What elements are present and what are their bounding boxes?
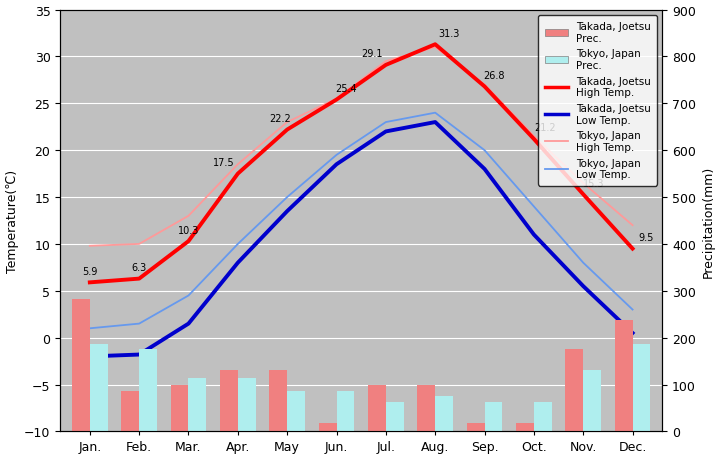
Bar [319, 423, 336, 431]
Text: 25.4: 25.4 [336, 84, 357, 94]
Text: 15.3: 15.3 [583, 179, 605, 188]
Bar [534, 402, 552, 431]
Text: 17.5: 17.5 [213, 158, 235, 168]
Text: 26.8: 26.8 [484, 71, 505, 81]
Bar [485, 402, 503, 431]
Text: 9.5: 9.5 [639, 233, 654, 243]
Text: 6.3: 6.3 [132, 263, 147, 273]
Bar [368, 385, 386, 431]
Bar [467, 423, 485, 431]
Bar [238, 379, 256, 431]
Bar [269, 371, 287, 431]
Bar [336, 391, 354, 431]
Bar [386, 402, 404, 431]
Bar [139, 350, 157, 431]
Text: 22.2: 22.2 [269, 114, 291, 124]
Bar [516, 423, 534, 431]
Y-axis label: Precipitation(mm): Precipitation(mm) [701, 165, 714, 277]
Bar [287, 391, 305, 431]
Text: 5.9: 5.9 [82, 266, 97, 276]
Bar [220, 371, 238, 431]
Bar [418, 385, 435, 431]
Bar [435, 397, 453, 431]
Bar [583, 371, 601, 431]
Bar [565, 350, 583, 431]
Bar [171, 385, 189, 431]
Bar [189, 379, 206, 431]
Bar [615, 320, 633, 431]
Text: 29.1: 29.1 [361, 49, 383, 59]
Bar [90, 344, 107, 431]
Text: 31.3: 31.3 [438, 29, 459, 39]
Bar [122, 391, 139, 431]
Text: 21.2: 21.2 [534, 123, 556, 133]
Legend: Takada, Joetsu
Prec., Tokyo, Japan
Prec., Takada, Joetsu
High Temp., Takada, Joe: Takada, Joetsu Prec., Tokyo, Japan Prec.… [539, 16, 657, 186]
Bar [72, 300, 90, 431]
Bar [633, 344, 650, 431]
Text: 10.3: 10.3 [178, 225, 199, 235]
Y-axis label: Temperature(℃): Temperature(℃) [6, 169, 19, 273]
